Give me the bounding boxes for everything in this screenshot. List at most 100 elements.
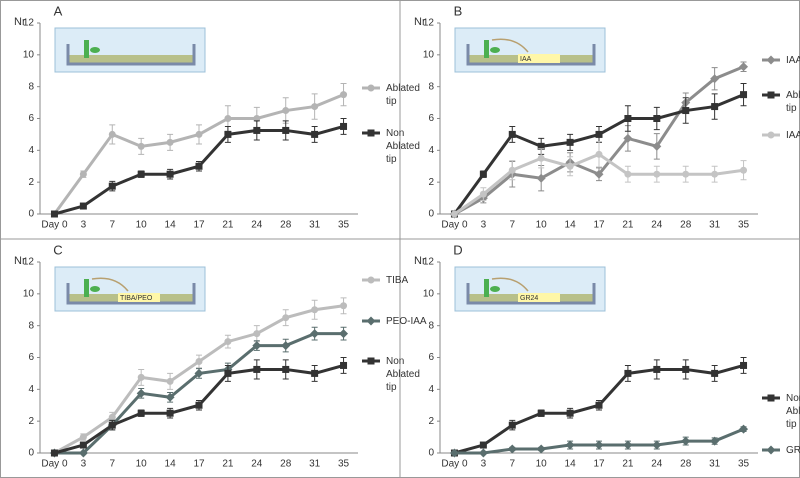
point (195, 130, 203, 138)
x-tick-label: 7 (109, 220, 115, 231)
x-tick-label: Day 0 (441, 220, 468, 231)
point (537, 154, 545, 162)
x-tick-label: 21 (222, 220, 234, 231)
point (508, 130, 516, 138)
x-tick-label: 10 (136, 220, 148, 231)
y-axis-label: Nr (14, 16, 26, 28)
x-tick-label: 28 (680, 220, 692, 231)
point (367, 84, 375, 92)
point (79, 202, 87, 210)
point (166, 170, 174, 178)
point (194, 368, 204, 378)
panel-label: B (454, 3, 463, 18)
legend-label: IAA A (786, 55, 800, 66)
point (253, 330, 261, 338)
x-tick-label: 3 (81, 220, 87, 231)
inset-label: IAA (520, 56, 532, 63)
point (740, 91, 748, 99)
x-tick-label: 24 (651, 459, 663, 470)
point (224, 130, 232, 138)
point (367, 129, 375, 137)
x-tick-label: 17 (593, 459, 605, 470)
x-tick-label: 28 (680, 459, 692, 470)
point (166, 138, 174, 146)
point (165, 392, 175, 402)
point (537, 409, 545, 417)
x-tick-label: 14 (165, 459, 177, 470)
y-tick-label: 12 (423, 257, 435, 268)
point (136, 388, 146, 398)
y-axis-label: Nr (414, 16, 426, 28)
point (507, 444, 517, 454)
y-tick-label: 6 (28, 113, 34, 124)
inset-leaf (90, 286, 100, 292)
point (739, 62, 749, 72)
point (710, 74, 720, 84)
x-tick-label: 17 (593, 220, 605, 231)
inset-label: GR24 (520, 295, 538, 302)
point (340, 361, 348, 369)
inset-leaf (490, 47, 500, 53)
point (739, 424, 749, 434)
y-tick-label: 12 (423, 18, 435, 29)
point (310, 329, 320, 339)
point (137, 142, 145, 150)
x-tick-label: 31 (309, 220, 321, 231)
point (653, 170, 661, 178)
inset-tray (466, 44, 596, 66)
point (108, 130, 116, 138)
point (311, 130, 319, 138)
x-tick-label: 31 (309, 459, 321, 470)
point (282, 314, 290, 322)
x-tick-label: 28 (280, 459, 292, 470)
y-tick-label: 2 (28, 177, 34, 188)
y-tick-label: 6 (428, 113, 434, 124)
point (340, 302, 348, 310)
panel-label: A (54, 3, 63, 18)
point (623, 440, 633, 450)
point (195, 162, 203, 170)
point (652, 440, 662, 450)
y-tick-label: 10 (23, 288, 35, 299)
inset-arrow (491, 277, 529, 292)
point (653, 365, 661, 373)
point (79, 433, 87, 441)
y-tick-label: 0 (28, 209, 34, 220)
inset-arrow (91, 277, 129, 292)
point (137, 373, 145, 381)
point (367, 276, 375, 284)
point (766, 55, 776, 65)
point (479, 190, 487, 198)
point (652, 141, 662, 151)
point (253, 115, 261, 122)
y-tick-label: 10 (23, 49, 35, 60)
x-tick-label: Day 0 (441, 459, 468, 470)
point (50, 449, 58, 457)
point (339, 329, 349, 339)
point (566, 138, 574, 146)
point (224, 338, 232, 346)
point (366, 316, 376, 326)
point (623, 133, 633, 143)
x-tick-label: Day 0 (41, 220, 68, 231)
x-tick-label: 31 (709, 220, 721, 231)
point (252, 341, 262, 351)
panel-label: D (453, 242, 462, 257)
point (767, 131, 775, 139)
point (740, 361, 748, 369)
y-tick-label: 10 (423, 288, 435, 299)
point (624, 369, 632, 377)
y-tick-label: 4 (428, 384, 434, 395)
point (224, 115, 232, 122)
point (653, 115, 661, 122)
x-tick-label: 14 (565, 459, 577, 470)
x-tick-label: 7 (109, 459, 115, 470)
point (595, 401, 603, 409)
x-tick-label: 14 (565, 220, 577, 231)
point (166, 409, 174, 417)
point (682, 365, 690, 373)
point (195, 357, 203, 365)
legend-label: IAA B (786, 130, 800, 141)
